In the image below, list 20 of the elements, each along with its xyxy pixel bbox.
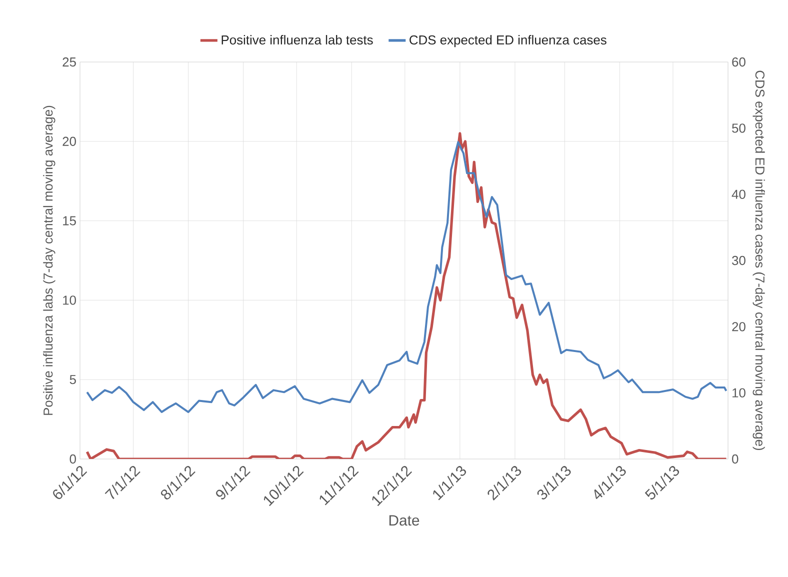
y-tick-label: 20 (62, 136, 76, 146)
y-tick-label: 10 (63, 296, 76, 305)
y2-tick-label: 20 (732, 322, 746, 332)
y2-tick-label: 10 (732, 388, 746, 398)
y2-tick-label: 60 (732, 57, 746, 67)
line-series (86, 132, 728, 459)
legend-label: CDS expected ED influenza cases (410, 35, 606, 48)
y2-axis-title: CDS expected ED influenza cases (7-day central moving average) (752, 70, 765, 450)
y2-tick-label: 30 (732, 256, 746, 266)
legend-label: Positive influenza lab tests (222, 35, 373, 45)
y-axis-title: Positive influenza labs (7-day central moving average) (43, 106, 56, 415)
y-tick-label: 15 (63, 216, 76, 226)
y-tick-label: 25 (62, 57, 76, 67)
line-series (86, 141, 728, 414)
y2-tick-label: 50 (732, 124, 746, 133)
y2-tick-label: 0 (732, 454, 738, 464)
x-axis-title: Date (389, 515, 420, 526)
y2-tick-label: 40 (732, 190, 746, 199)
y-tick-label: 0 (70, 454, 76, 464)
y-tick-label: 5 (70, 375, 76, 384)
